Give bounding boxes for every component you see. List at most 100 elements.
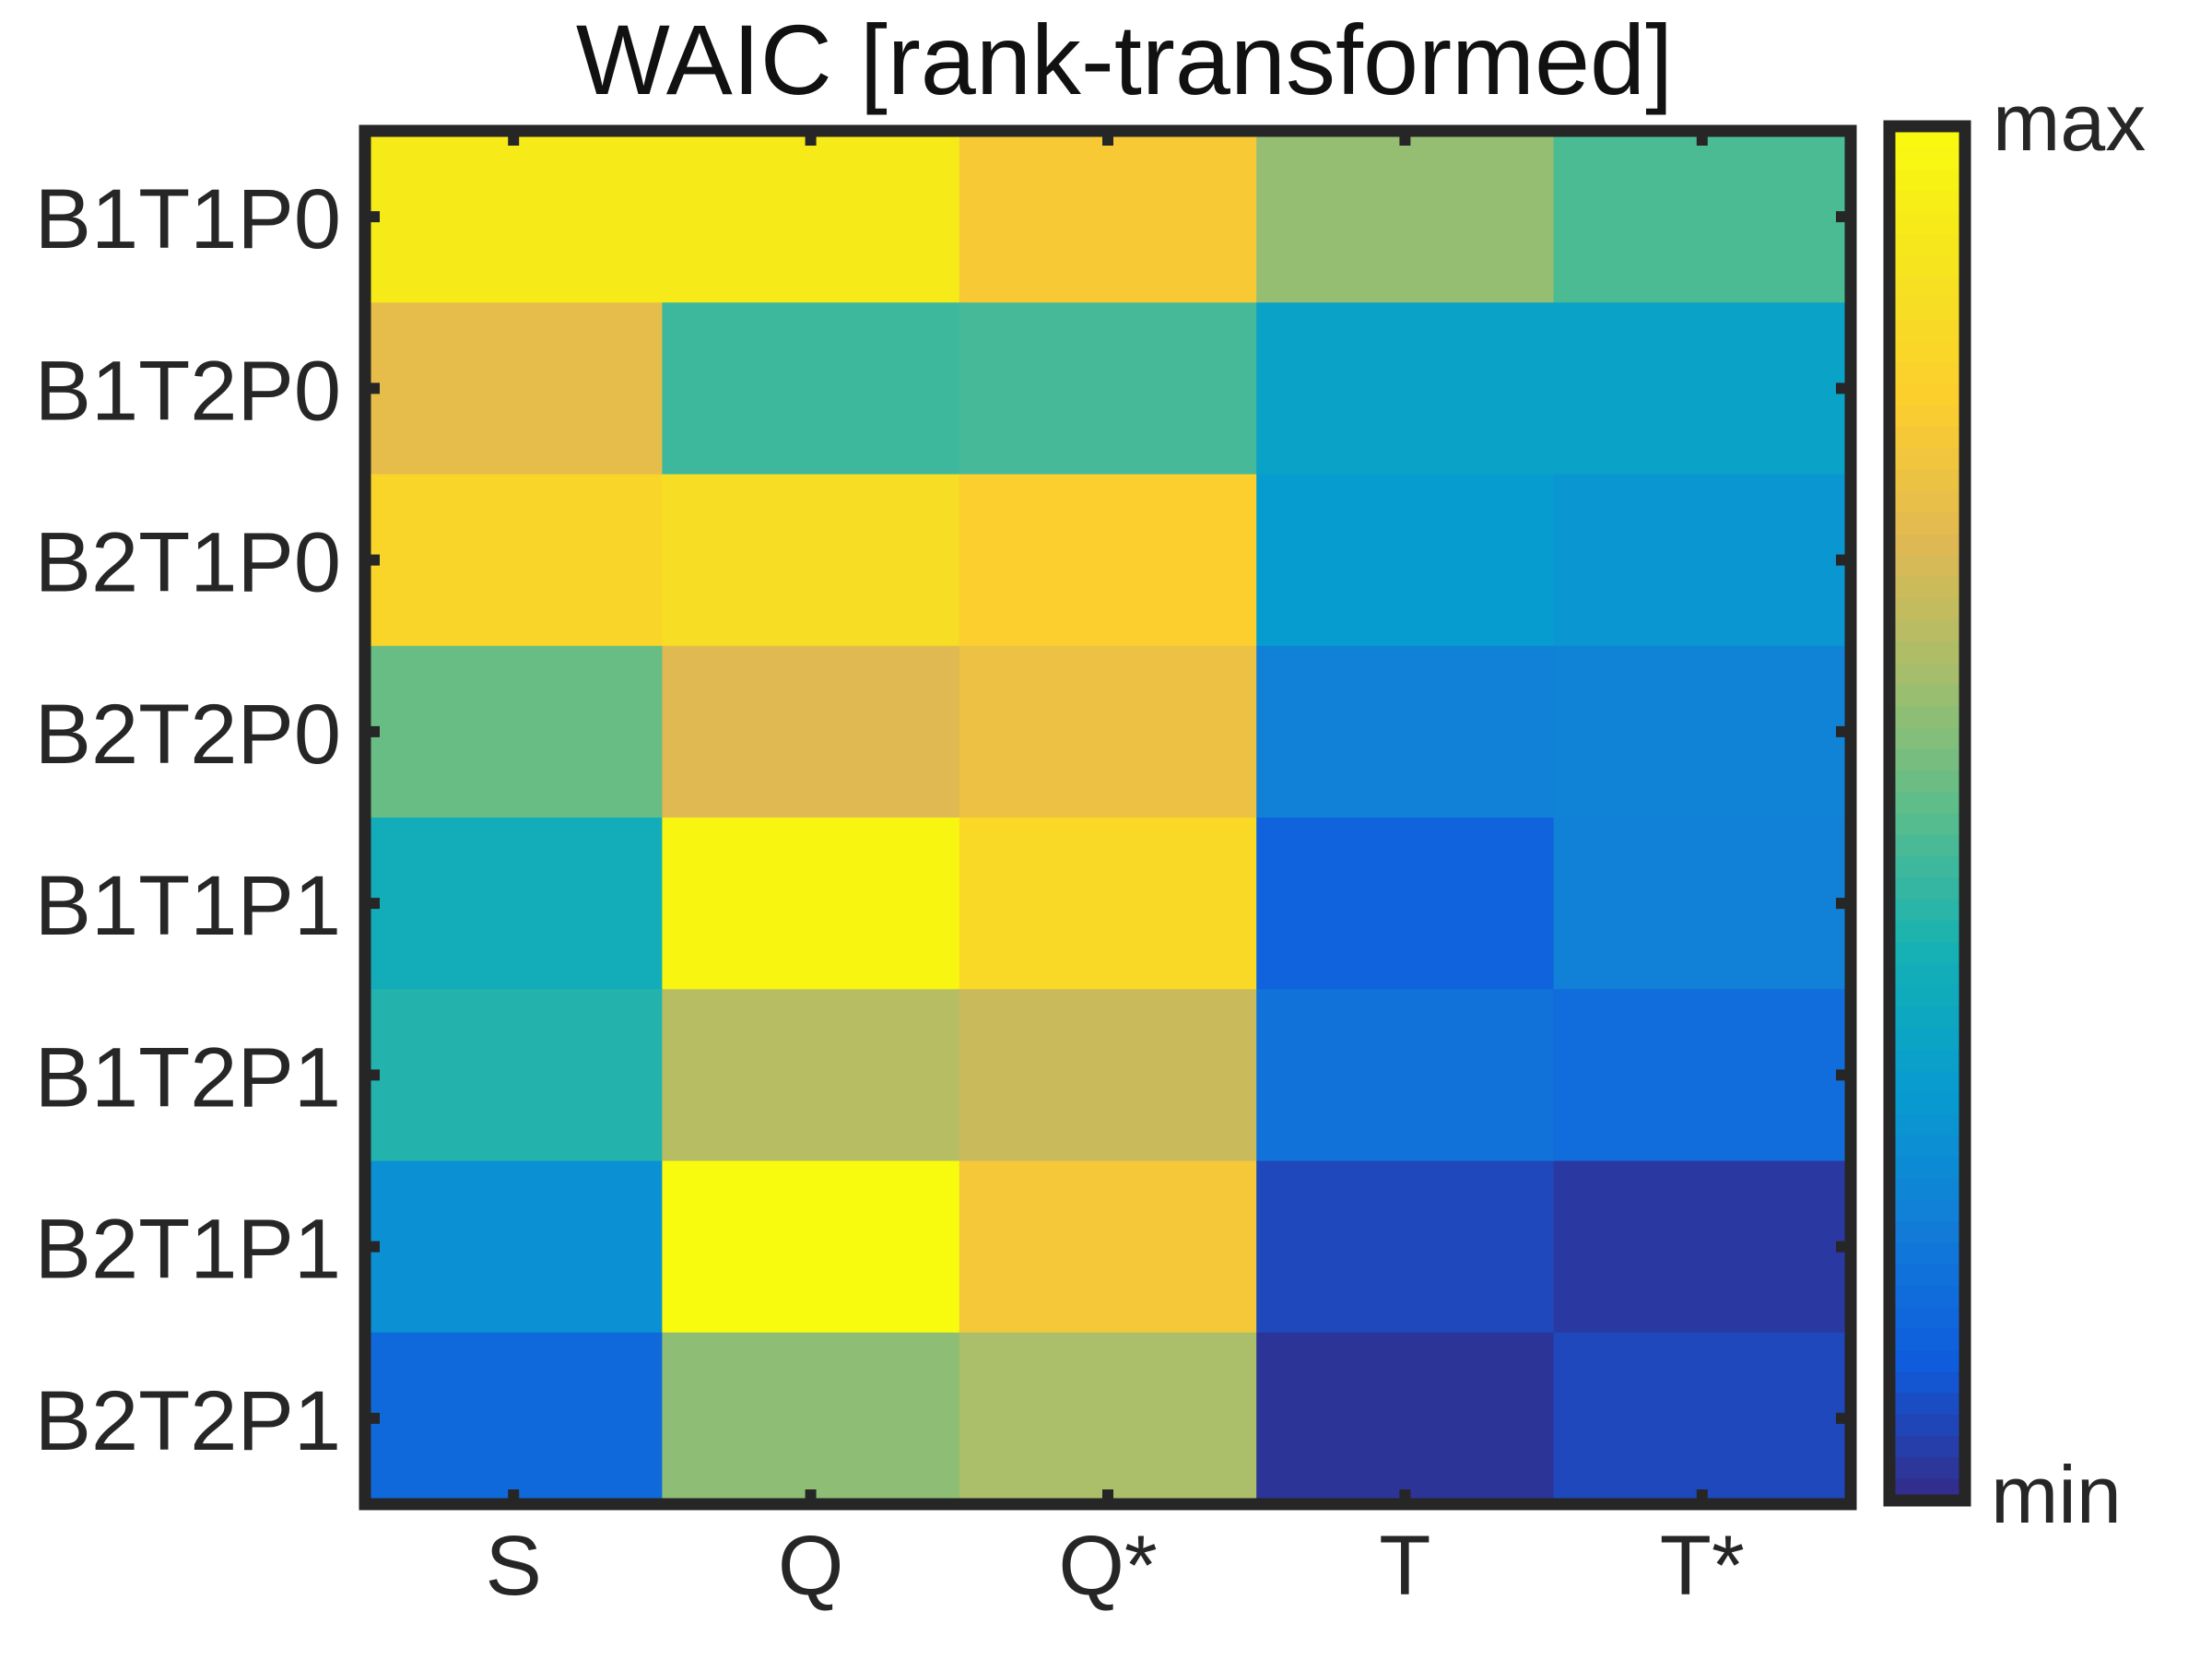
heatmap-cell-B1T1P1-T* <box>1553 818 1852 990</box>
heatmap-cell-B1T1P1-Q <box>662 818 960 990</box>
x-tick-label: T* <box>1660 1519 1745 1613</box>
heatmap-cell-B1T1P1-T <box>1256 818 1555 990</box>
colorbar-segment <box>1889 942 1965 965</box>
heatmap-cell-B1T2P1-T* <box>1553 989 1852 1162</box>
colorbar-segment <box>1889 770 1965 793</box>
colorbar-segment <box>1889 1028 1965 1051</box>
heatmap-cell-B2T1P0-T <box>1256 474 1555 647</box>
colorbar-segment <box>1889 1436 1965 1459</box>
heatmap-cell-B2T2P1-Q <box>662 1332 960 1505</box>
heatmap-cell-B2T2P1-Q* <box>959 1332 1257 1505</box>
colorbar-segment <box>1889 1071 1965 1093</box>
colorbar-segment <box>1889 534 1965 557</box>
colorbar-segment <box>1889 1092 1965 1115</box>
colorbar-segment <box>1889 1221 1965 1244</box>
heatmap-cell-B2T1P0-S <box>365 474 663 647</box>
colorbar-segment <box>1889 1414 1965 1437</box>
colorbar-segment <box>1889 663 1965 686</box>
heatmap-cell-B2T2P0-Q* <box>959 645 1257 818</box>
colorbar-segment <box>1889 147 1965 171</box>
heatmap-cell-B1T2P0-Q* <box>959 302 1257 476</box>
heatmap-cell-B1T2P0-S <box>365 302 663 476</box>
colorbar-segment <box>1889 684 1965 707</box>
heatmap-cell-B2T2P1-T* <box>1553 1332 1852 1505</box>
colorbar-segment <box>1889 598 1965 621</box>
y-tick-label: B2T2P0 <box>35 688 341 782</box>
colorbar <box>1883 120 1971 1507</box>
colorbar-segment <box>1889 706 1965 728</box>
y-tick-label: B2T1P1 <box>35 1203 341 1297</box>
heatmap-cell-B2T1P1-S <box>365 1160 663 1334</box>
x-tick-label: Q* <box>1058 1519 1157 1613</box>
colorbar-segment <box>1889 1286 1965 1308</box>
colorbar-segment <box>1889 963 1965 986</box>
y-tick-label: B1T1P1 <box>35 859 341 953</box>
heatmap-cell-B2T2P0-T* <box>1553 645 1852 818</box>
heatmap-cell-B2T2P0-Q <box>662 645 960 818</box>
heatmap-cell-B2T2P1-T <box>1256 1332 1555 1505</box>
colorbar-segment <box>1889 1135 1965 1158</box>
y-tick-label: B1T2P1 <box>35 1030 341 1124</box>
colorbar-segment <box>1889 899 1965 922</box>
heatmap-cell-B1T2P1-Q* <box>959 989 1257 1162</box>
colorbar-segment <box>1889 212 1965 235</box>
heatmap-cell-B2T1P0-Q <box>662 474 960 647</box>
colorbar-segment <box>1889 427 1965 450</box>
colorbar-segment <box>1889 641 1965 665</box>
y-tick-label: B1T1P0 <box>35 172 341 266</box>
heatmap-cell-B2T2P1-S <box>365 1332 663 1505</box>
heatmap-cell-B1T1P1-Q* <box>959 818 1257 990</box>
colorbar-segment <box>1889 405 1965 428</box>
heatmap-cell-B1T2P0-T <box>1256 302 1555 476</box>
colorbar-max-label: max <box>1993 76 2146 168</box>
colorbar-segment <box>1889 383 1965 406</box>
colorbar-segment <box>1889 362 1965 385</box>
heatmap-cell-B1T1P0-Q* <box>959 131 1257 303</box>
x-tick-label: S <box>486 1519 542 1613</box>
colorbar-segment <box>1889 748 1965 771</box>
heatmap-cell-B1T2P0-T* <box>1553 302 1852 476</box>
colorbar-min-label: min <box>1991 1449 2122 1540</box>
colorbar-segment <box>1889 233 1965 256</box>
heatmap-cell-B2T1P1-T <box>1256 1160 1555 1334</box>
colorbar-segment <box>1889 469 1965 492</box>
colorbar-segment <box>1889 1113 1965 1136</box>
colorbar-segment <box>1889 1157 1965 1180</box>
colorbar-segment <box>1889 1328 1965 1351</box>
heatmap-cell-B2T1P1-Q* <box>959 1160 1257 1334</box>
colorbar-segment <box>1889 1199 1965 1222</box>
colorbar-segment <box>1889 1457 1965 1480</box>
colorbar-segment <box>1889 856 1965 878</box>
colorbar-segment <box>1889 254 1965 277</box>
colorbar-border <box>1883 120 1971 1507</box>
colorbar-segment <box>1889 319 1965 342</box>
colorbar-segment <box>1889 340 1965 363</box>
heatmap-cell-B1T1P1-S <box>365 818 663 990</box>
colorbar-segment <box>1889 1371 1965 1394</box>
heatmap-cell-B2T1P1-Q <box>662 1160 960 1334</box>
colorbar-segment <box>1889 448 1965 471</box>
colorbar-segment <box>1889 727 1965 750</box>
heatmap-cell-B1T2P1-Q <box>662 989 960 1162</box>
y-tick-label: B2T2P1 <box>35 1374 341 1468</box>
colorbar-segment <box>1889 577 1965 600</box>
x-axis: S Q Q* T T* <box>486 1519 1745 1613</box>
colorbar-segment <box>1889 834 1965 857</box>
heatmap-cell-B2T1P0-T* <box>1553 474 1852 647</box>
colorbar-segment <box>1889 1264 1965 1287</box>
colorbar-segment <box>1889 169 1965 192</box>
colorbar-segment <box>1889 619 1965 642</box>
colorbar-segment <box>1889 813 1965 836</box>
heatmap-cell-B1T1P0-T* <box>1553 131 1852 303</box>
y-tick-label: B2T1P0 <box>35 516 341 610</box>
colorbar-segment <box>1889 1393 1965 1416</box>
colorbar-segment <box>1889 1349 1965 1372</box>
y-tick-label: B1T2P0 <box>35 344 341 438</box>
heatmap-cell-B1T2P0-Q <box>662 302 960 476</box>
heatmap-cell-B2T2P0-T <box>1256 645 1555 818</box>
colorbar-segment <box>1889 491 1965 513</box>
heatmap-cell-B1T1P0-T <box>1256 131 1555 303</box>
heatmap-cell-B1T1P0-Q <box>662 131 960 303</box>
